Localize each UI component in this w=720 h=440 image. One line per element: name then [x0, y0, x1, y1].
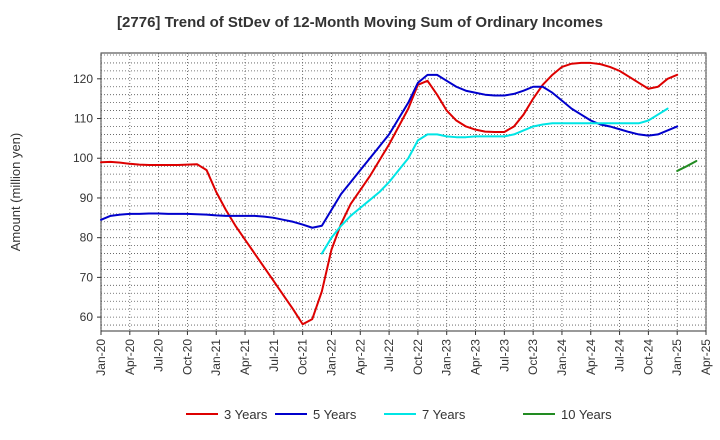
x-tick-label: Jul-20: [152, 339, 166, 372]
x-tick-label: Apr-20: [123, 339, 137, 375]
y-tick-label: 120: [73, 72, 93, 86]
y-tick-label: 70: [80, 270, 94, 284]
x-axis-ticks: Jan-20 Apr-20 Jul-20 Oct-20 Jan-21 Apr-21 Jul-…: [94, 331, 713, 376]
series-line-10-years: [676, 160, 698, 172]
y-tick-label: 100: [73, 151, 93, 165]
y-tick-label: 80: [80, 231, 94, 245]
y-tick-label: 90: [80, 191, 94, 205]
series-line-7-years: [320, 107, 669, 255]
x-tick-label: Jan-21: [209, 339, 223, 376]
x-tick-label: Oct-24: [641, 339, 655, 375]
legend-label: 7 Years: [422, 407, 466, 422]
x-tick-label: Jan-22: [324, 339, 338, 376]
x-tick-label: Apr-21: [238, 339, 252, 375]
x-tick-label: Apr-24: [584, 339, 598, 375]
x-tick-label: Oct-21: [296, 339, 310, 375]
x-tick-label: Jul-23: [497, 339, 511, 372]
y-tick-label: 110: [74, 112, 93, 126]
x-tick-label: Oct-20: [180, 339, 194, 375]
x-tick-label: Jan-24: [555, 339, 569, 376]
y-axis-ticks: 60 70 80 90 100 110 120: [73, 72, 101, 324]
chart-title: [2776] Trend of StDev of 12-Month Moving…: [117, 14, 603, 31]
y-tick-label: 60: [80, 310, 94, 324]
x-tick-label: Apr-23: [469, 339, 483, 375]
y-axis-label: Amount (million yen): [8, 133, 23, 252]
x-tick-label: Jan-23: [440, 339, 454, 376]
x-tick-label: Jan-20: [94, 339, 108, 376]
x-tick-label: Apr-22: [353, 339, 367, 375]
series-lines: [100, 61, 698, 326]
series-line-5-years: [100, 73, 679, 229]
legend-label: 3 Years: [224, 407, 268, 422]
x-tick-label: Jul-21: [267, 339, 281, 372]
x-tick-label: Jul-24: [613, 339, 627, 372]
x-tick-label: Apr-25: [699, 339, 713, 375]
legend-label: 10 Years: [561, 407, 612, 422]
x-tick-label: Jan-25: [670, 339, 684, 376]
x-tick-label: Jul-22: [382, 339, 396, 372]
legend-label: 5 Years: [313, 407, 357, 422]
grid: [100, 53, 707, 331]
series-line-3-years: [100, 61, 679, 326]
x-tick-label: Oct-22: [411, 339, 425, 375]
legend: 3 Years 5 Years 7 Years 10 Years: [186, 407, 612, 422]
x-tick-label: Oct-23: [526, 339, 540, 375]
